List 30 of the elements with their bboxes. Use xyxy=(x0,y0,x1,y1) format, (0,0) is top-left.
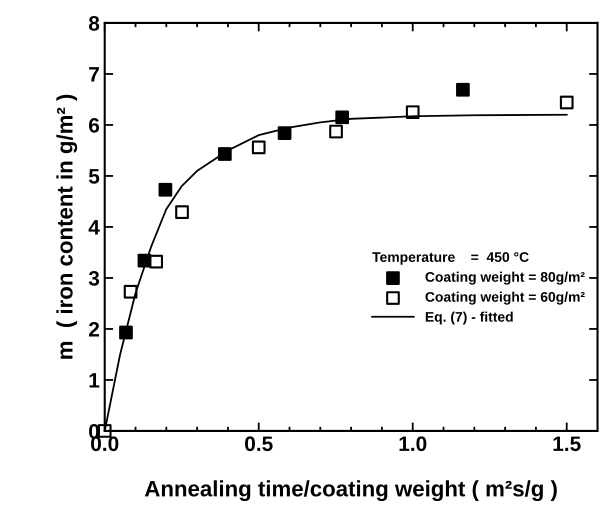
point xyxy=(149,254,164,268)
x-tick-label: 0.5 xyxy=(245,436,273,452)
point xyxy=(335,110,350,124)
point xyxy=(252,140,266,154)
x-tick-label: 1.5 xyxy=(554,436,581,452)
legend-label: Coating weight = 80g/m² xyxy=(425,272,585,285)
legend-label: Eq. (7) - fitted xyxy=(426,312,513,325)
point xyxy=(560,96,574,110)
point xyxy=(119,326,133,340)
legend-label: Coating weight = 60g/m² xyxy=(425,292,585,305)
point xyxy=(124,284,138,299)
y-tick-label: 6 xyxy=(89,118,100,133)
y-axis-title: m ( iron content in g/m² ) xyxy=(56,94,78,359)
point xyxy=(278,126,292,140)
point xyxy=(218,147,232,161)
y-tick-label: 4 xyxy=(88,220,100,234)
point xyxy=(406,105,420,120)
x-tick-label: 1.0 xyxy=(400,436,426,452)
point xyxy=(329,124,343,138)
point xyxy=(175,205,189,220)
y-tick-label: 5 xyxy=(88,169,100,184)
y-tick-label: 3 xyxy=(88,270,100,286)
point xyxy=(158,182,172,197)
x-axis-title: Annealing time/coating weight ( m²s/g ) xyxy=(144,480,557,502)
y-tick-label: 1 xyxy=(90,373,100,388)
point xyxy=(456,82,470,97)
y-tick-label: 8 xyxy=(88,16,100,31)
y-tick-label: 2 xyxy=(88,322,100,336)
y-tick-label: 7 xyxy=(89,67,99,82)
legend-title: Temperature = 450 °C xyxy=(372,252,529,265)
